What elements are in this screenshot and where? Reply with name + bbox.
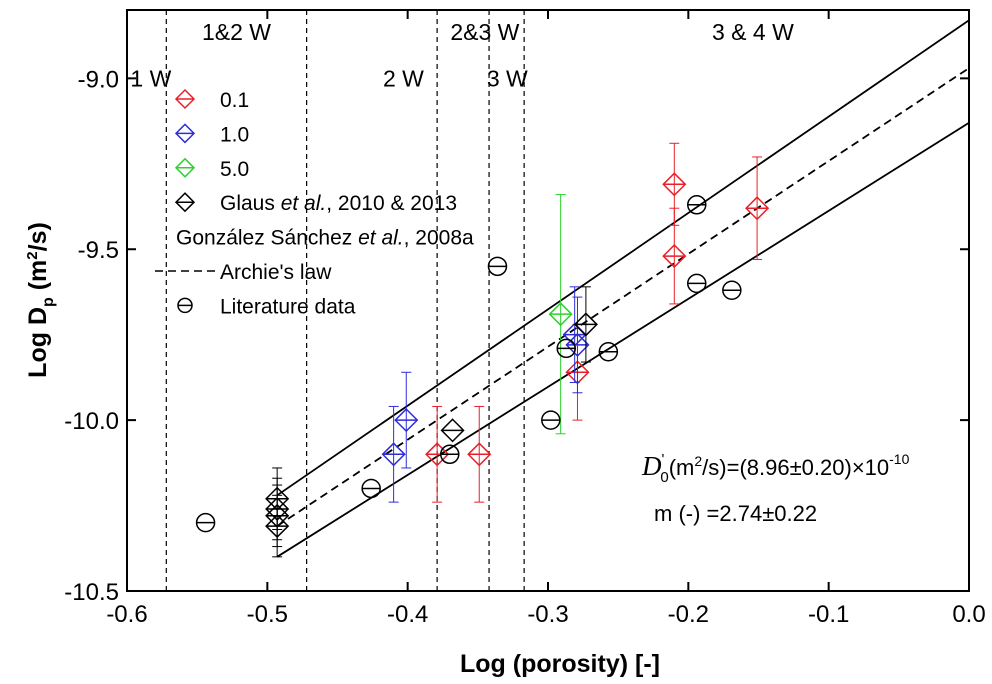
confidence-bound-line xyxy=(276,19,970,497)
y-tick-label: -10.0 xyxy=(64,408,119,435)
y-axis-title-superscript: 2 xyxy=(24,251,41,259)
x-tick-label: -0.4 xyxy=(387,601,428,628)
x-tick-label: 0.0 xyxy=(952,601,985,628)
data-point-circle xyxy=(541,410,561,430)
data-point-circle xyxy=(687,195,707,215)
data-point-diamond xyxy=(745,196,770,221)
data-point-circle xyxy=(361,478,381,499)
legend-label: Literature data xyxy=(220,295,356,318)
data-point-circle xyxy=(440,444,460,465)
x-tick-label: -0.3 xyxy=(527,601,568,628)
confidence-bound-line xyxy=(276,122,970,558)
d0-annotation: D' 0(m2/s)=(8.96±0.20)×10-10 xyxy=(641,451,910,486)
d0-value: /s)=(8.96±0.20)×10 xyxy=(702,455,889,480)
data-point-circle xyxy=(195,512,216,533)
legend-label-part: Glaus xyxy=(220,192,281,215)
legend-label-part: , 2010 & 2013 xyxy=(326,192,457,215)
d0-unit: (m xyxy=(669,455,695,480)
legend-label: González Sánchez et al., 2008a xyxy=(176,227,474,250)
x-tick-label: -0.6 xyxy=(106,601,147,628)
legend-symbol-diamond xyxy=(174,88,196,110)
x-axis-title: Log (porosity) [-] xyxy=(460,650,660,678)
y-tick-label: -9.5 xyxy=(78,237,119,264)
data-point-circle xyxy=(598,342,619,362)
region-labels: 1&2 W 2&3 W 3 & 4 W 1 W 2 W 3 W xyxy=(130,19,794,91)
x-tick-label: -0.5 xyxy=(247,601,288,628)
region-label: 3 W xyxy=(487,65,528,91)
y-tick-label: -9.0 xyxy=(78,66,119,93)
x-tick-label: -0.2 xyxy=(668,601,709,628)
m-annotation: m (-) =2.74±0.22 xyxy=(654,501,817,526)
region-boundary-lines xyxy=(165,10,525,591)
data-point-diamond xyxy=(440,418,465,443)
legend-label: 0.1 xyxy=(220,89,249,112)
y-axis-title-unit: (m xyxy=(24,260,52,298)
region-label: 2 W xyxy=(383,65,424,91)
y-axis-title-unit-end: /s) xyxy=(24,222,52,251)
y-axis-title-subscript: p xyxy=(40,297,57,307)
legend-label: 5.0 xyxy=(220,158,249,181)
data-point-diamond xyxy=(573,312,598,337)
region-label: 1 W xyxy=(130,65,171,91)
d0-exponent: -10 xyxy=(889,451,909,467)
d0-symbol: D xyxy=(641,451,662,481)
data-point-circle xyxy=(687,273,707,294)
legend-symbol-diamond xyxy=(174,123,196,144)
data-marks xyxy=(195,142,770,558)
data-point-diamond xyxy=(381,442,406,467)
data-point-circle xyxy=(556,338,576,359)
legend-label: Glaus et al., 2010 & 2013 xyxy=(220,192,457,215)
fit-annotation: D' 0(m2/s)=(8.96±0.20)×10-10 m (-) =2.74±… xyxy=(641,451,910,526)
x-tick-label: -0.1 xyxy=(808,601,849,628)
data-point-circle xyxy=(487,256,508,277)
d0-subscript: 0 xyxy=(660,469,668,486)
region-label: 1&2 W xyxy=(202,19,271,45)
legend-label-part: , 2008a xyxy=(404,227,474,250)
data-point-diamond xyxy=(548,302,573,327)
data-point-diamond xyxy=(394,408,419,433)
region-label: 2&3 W xyxy=(450,19,519,45)
legend-symbol-diamond xyxy=(174,192,196,213)
x-axis-ticks: -0.6 -0.5 -0.4 -0.3 -0.2 -0.1 0.0 xyxy=(106,10,986,628)
legend-label-part: et al. xyxy=(281,192,327,215)
d0-unit-superscript: 2 xyxy=(694,453,702,469)
data-point-diamond xyxy=(467,442,492,467)
y-axis-title: Log Dp (m2/s) xyxy=(24,222,57,378)
legend-symbol-diamond xyxy=(174,157,196,178)
legend-label: 1.0 xyxy=(220,123,249,146)
data-point-diamond xyxy=(265,514,290,539)
legend-symbol-circle xyxy=(177,297,193,314)
legend-label: Archie's law xyxy=(220,261,332,284)
region-label: 3 & 4 W xyxy=(712,19,794,45)
archies-law-line xyxy=(276,67,970,527)
data-point-diamond xyxy=(662,172,687,197)
data-point-circle xyxy=(722,280,742,300)
legend-label-part: et al. xyxy=(358,227,404,250)
y-axis-ticks: -10.5 -10.0 -9.5 -9.0 xyxy=(64,66,969,606)
data-point-diamond xyxy=(565,332,590,357)
data-point-diamond xyxy=(662,244,687,269)
d0-prime: ' xyxy=(662,451,665,468)
y-tick-label: -10.5 xyxy=(64,579,119,606)
y-axis-title-main: Log D xyxy=(24,307,52,378)
legend-label-part: González Sánchez xyxy=(176,227,358,250)
plot-area: 1&2 W 2&3 W 3 & 4 W 1 W 2 W 3 W xyxy=(130,10,970,591)
fit-lines xyxy=(276,19,970,558)
